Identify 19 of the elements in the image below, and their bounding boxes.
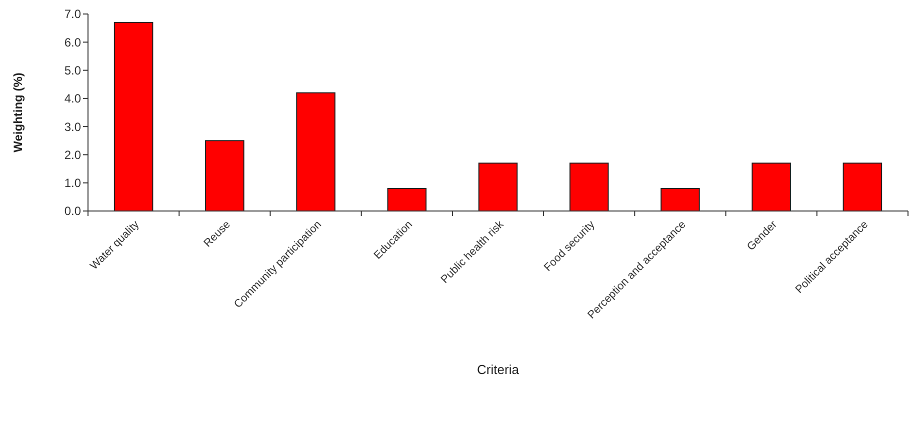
bar	[478, 162, 518, 212]
y-tick-label: 6.0	[64, 35, 82, 50]
bar	[296, 92, 336, 212]
bar	[569, 162, 609, 212]
bar	[387, 188, 427, 212]
y-tick-label: 2.0	[64, 148, 82, 162]
y-axis-title: Weighting (%)	[11, 72, 25, 152]
bar	[660, 188, 700, 212]
bar	[114, 22, 154, 212]
y-tick-label: 0.0	[64, 204, 82, 218]
y-tick-label: 1.0	[64, 176, 82, 190]
y-tick-label: 5.0	[64, 63, 82, 78]
y-tick-label: 4.0	[64, 92, 82, 106]
bar	[752, 162, 791, 212]
y-tick-label: 7.0	[64, 7, 82, 22]
bar	[205, 140, 244, 212]
x-axis-title: Criteria	[477, 362, 520, 377]
bar	[842, 162, 882, 212]
y-tick-label: 3.0	[64, 120, 82, 134]
